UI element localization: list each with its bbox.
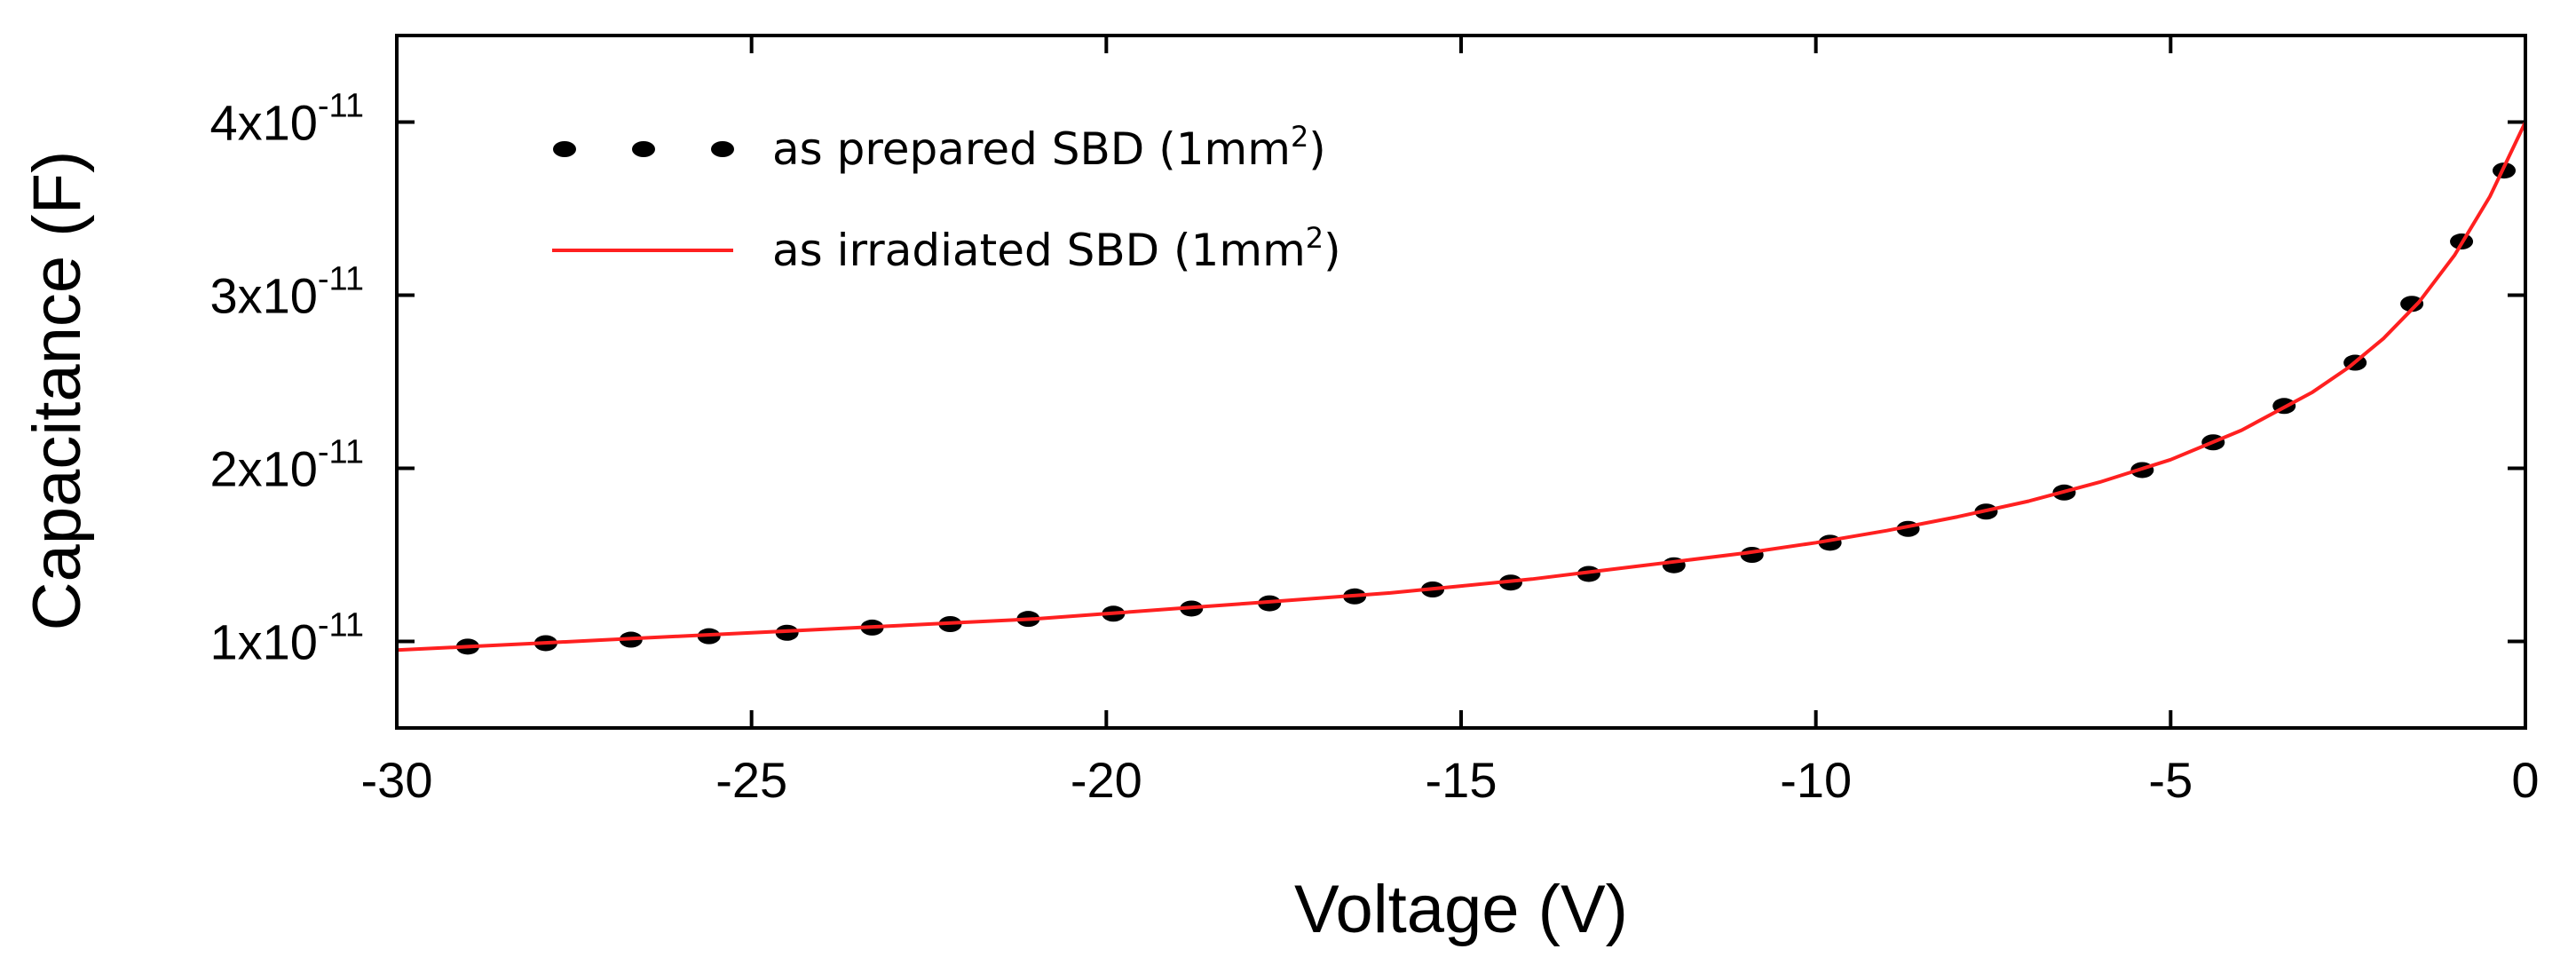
legend-label-main: as prepared SBD (1mm — [772, 123, 1291, 175]
legend-label-suffix: ) — [1308, 123, 1326, 175]
y-axis-title: Capacitance (F) — [20, 151, 95, 631]
legend-label: as irradiated SBD (1mm2) — [772, 221, 1341, 276]
y-tick-label: 3x10-11 — [209, 261, 364, 324]
plot-area — [395, 34, 2527, 730]
x-tick-label: -10 — [1780, 752, 1852, 808]
y-tick-mantissa: 4x10 — [209, 95, 317, 151]
series-line-as-irradiated — [396, 121, 2527, 653]
y-tick-exponent: -11 — [318, 88, 364, 125]
y-tick-label: 1x10-11 — [209, 607, 364, 670]
x-tick-label: -30 — [361, 752, 433, 808]
x-tick-label: -15 — [1426, 752, 1497, 808]
plot-frame — [395, 34, 2527, 730]
y-tick-exponent: -11 — [318, 434, 364, 471]
legend-marker-as-prepared — [711, 141, 734, 157]
y-tick-label: 2x10-11 — [209, 434, 364, 497]
axis-ticks — [395, 36, 2527, 728]
legend-label-superscript: 2 — [1306, 221, 1324, 255]
legend-label-superscript: 2 — [1291, 120, 1308, 154]
y-tick-mantissa: 1x10 — [209, 614, 317, 670]
legend-marker-as-prepared — [632, 141, 655, 157]
x-tick-label: -20 — [1071, 752, 1142, 808]
legend-label-main: as irradiated SBD (1mm — [772, 225, 1306, 276]
x-tick-label: -5 — [2148, 752, 2193, 808]
x-axis-title: Voltage (V) — [1294, 872, 1628, 947]
x-tick-labels: -30 -25 -20 -15 -10 -5 0 — [361, 752, 2540, 808]
y-tick-exponent: -11 — [318, 261, 364, 298]
legend: as prepared SBD (1mm2)as irradiated SBD … — [552, 120, 1341, 276]
y-tick-mantissa: 2x10 — [209, 441, 317, 497]
legend-label-suffix: ) — [1324, 225, 1341, 276]
legend-marker-as-prepared — [553, 141, 576, 157]
y-tick-label: 4x10-11 — [209, 88, 364, 151]
x-tick-label: -25 — [715, 752, 787, 808]
legend-label: as prepared SBD (1mm2) — [772, 120, 1326, 175]
y-tick-exponent: -11 — [318, 607, 364, 645]
series-layer — [396, 121, 2527, 655]
x-tick-label: 0 — [2511, 752, 2539, 808]
data-point-as-prepared — [2400, 296, 2424, 312]
y-tick-mantissa: 3x10 — [209, 268, 317, 324]
